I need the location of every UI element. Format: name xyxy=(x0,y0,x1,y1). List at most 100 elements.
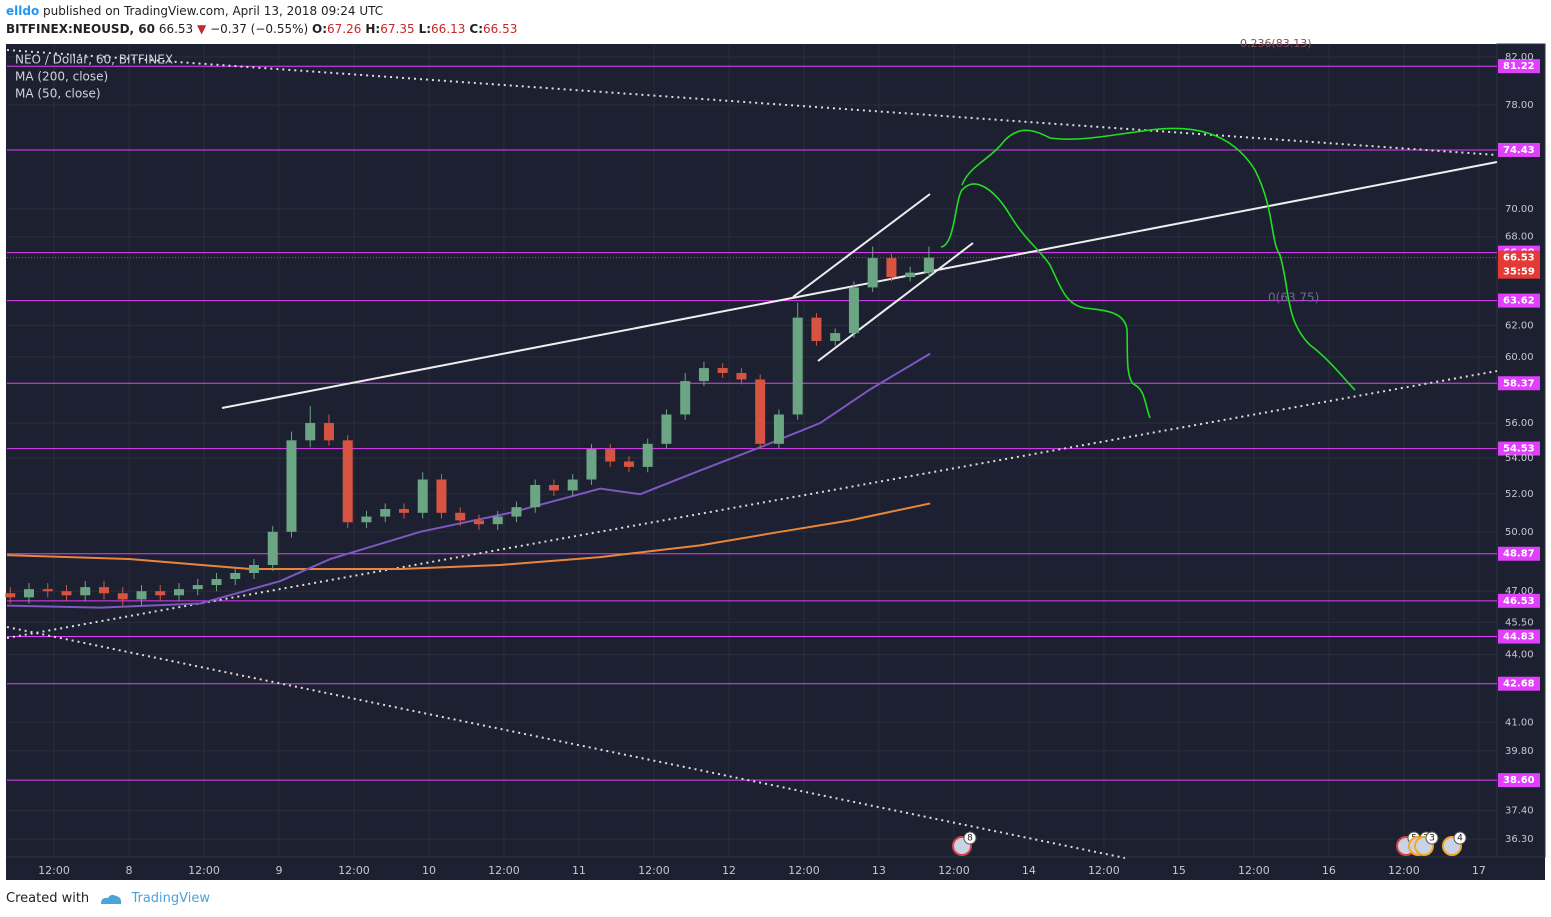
candle-body xyxy=(811,317,822,341)
candle-body xyxy=(567,479,578,491)
publish-line: elldo published on TradingView.com, Apri… xyxy=(6,4,383,18)
x-tick-label: 12:00 xyxy=(488,864,520,877)
candle-body xyxy=(492,516,503,525)
y-tick-label: 50.00 xyxy=(1505,527,1534,538)
y-tick-label: 56.00 xyxy=(1505,418,1534,429)
drawings xyxy=(6,49,1498,859)
level-tag-label: 44.83 xyxy=(1503,632,1535,643)
countdown: 35:59 xyxy=(1503,267,1535,278)
level-tag-label: 58.37 xyxy=(1503,378,1535,389)
candle-body xyxy=(61,591,72,596)
candle-body xyxy=(305,423,316,441)
candle-body xyxy=(323,423,334,441)
level-tag xyxy=(1498,441,1540,456)
level-tag xyxy=(1498,293,1540,308)
y-tick-label: 54.00 xyxy=(1505,453,1534,464)
channel-line xyxy=(792,193,931,298)
x-tick-label: 12:00 xyxy=(938,864,970,877)
level-tag xyxy=(1498,376,1540,391)
x-tick-label: 9 xyxy=(275,864,282,877)
tradingview[interactable]: TradingView xyxy=(131,891,210,906)
event-badge xyxy=(963,831,977,845)
candle-body xyxy=(211,579,222,586)
footer: Created with TradingView xyxy=(6,891,210,906)
candle-body xyxy=(511,507,522,517)
price: 66.53 xyxy=(158,22,194,36)
y-tick-label: 62.00 xyxy=(1505,320,1534,331)
level-tag-label: 54.53 xyxy=(1503,444,1535,455)
y-tick-label: 37.40 xyxy=(1505,805,1534,816)
x-tick-label: 8 xyxy=(125,864,132,877)
candle-body xyxy=(380,509,391,517)
legend-title: NEO / Dollar, 60, BITFINEX xyxy=(15,53,173,67)
published: published on TradingView.com, April 13, … xyxy=(43,4,384,18)
legend-entry: MA (50, close) xyxy=(15,87,101,101)
event-icon xyxy=(1442,836,1462,856)
chart-bg xyxy=(6,44,1545,880)
candle-body xyxy=(192,585,203,590)
y-tick-label: 45.50 xyxy=(1505,617,1534,628)
candle-body xyxy=(586,449,597,480)
candle-body xyxy=(886,258,897,278)
ohlc-value: 66.53 xyxy=(483,22,518,36)
candle-body xyxy=(848,287,859,334)
level-tag-label: 63.62 xyxy=(1503,296,1535,307)
candle-body xyxy=(755,379,766,444)
marks xyxy=(5,246,934,609)
candle-body xyxy=(117,593,128,600)
levels xyxy=(7,65,1497,781)
event-badge xyxy=(1407,831,1421,845)
candle-body xyxy=(661,414,672,444)
level-tag-label: 38.60 xyxy=(1503,775,1535,786)
x-tick-label: 12:00 xyxy=(788,864,820,877)
level-tag-label: 46.53 xyxy=(1503,596,1535,607)
symbol: BITFINEX:NEOUSD, 60 xyxy=(6,22,155,36)
level-tag xyxy=(1498,142,1540,157)
x-tick-label: 10 xyxy=(422,864,436,877)
candle-body xyxy=(830,333,841,341)
event-count: 5 xyxy=(1411,834,1417,844)
candle-body xyxy=(455,512,466,521)
legend-entry: MA (200, close) xyxy=(15,70,108,84)
candle-body xyxy=(42,589,53,592)
x-tick-label: 12:00 xyxy=(1238,864,1270,877)
level-tag xyxy=(1498,593,1540,608)
level-tag xyxy=(1498,773,1540,788)
candle-body xyxy=(773,414,784,444)
ohlc-label: H: xyxy=(365,22,381,36)
candle-body xyxy=(605,449,616,462)
candle-body xyxy=(398,509,409,513)
candle-body xyxy=(5,593,16,598)
candle-body xyxy=(361,516,372,523)
grid xyxy=(7,44,1497,857)
candle-body xyxy=(736,372,747,380)
x-tick-label: 12 xyxy=(722,864,736,877)
level-tag-label: 66.88 xyxy=(1503,248,1535,259)
trendline xyxy=(6,370,1498,639)
candle-body xyxy=(792,317,803,415)
x-tick-label: 12:00 xyxy=(1088,864,1120,877)
candle-body xyxy=(717,368,728,373)
y-tick-label: 82.00 xyxy=(1505,52,1534,63)
candle-body xyxy=(905,272,916,278)
candle-body xyxy=(642,443,653,467)
channel-line xyxy=(817,242,974,362)
candle-body xyxy=(417,479,428,513)
candle-body xyxy=(923,257,934,273)
y-tick-label: 60.00 xyxy=(1505,352,1534,363)
y-tick-label: 41.00 xyxy=(1505,717,1534,728)
moving-average xyxy=(7,352,931,609)
candle-body xyxy=(230,572,241,580)
ohlc-value: 66.13 xyxy=(431,22,466,36)
price-tags: 81.22 74.43 66.88 63.62 58.37 54.53 48.87 46.53… xyxy=(1498,59,1540,788)
event-icon xyxy=(1414,836,1434,856)
price-axis xyxy=(1496,43,1546,858)
event-badge xyxy=(1425,831,1439,845)
drawn-path xyxy=(961,127,1356,391)
ohlc: O:67.26 H:67.35 L:66.13 C:66.53 xyxy=(312,22,521,36)
moving-average xyxy=(7,502,931,570)
y-tick-label: 78.00 xyxy=(1505,100,1534,111)
ohlc-label: C: xyxy=(469,22,484,36)
author[interactable]: elldo xyxy=(6,4,40,18)
